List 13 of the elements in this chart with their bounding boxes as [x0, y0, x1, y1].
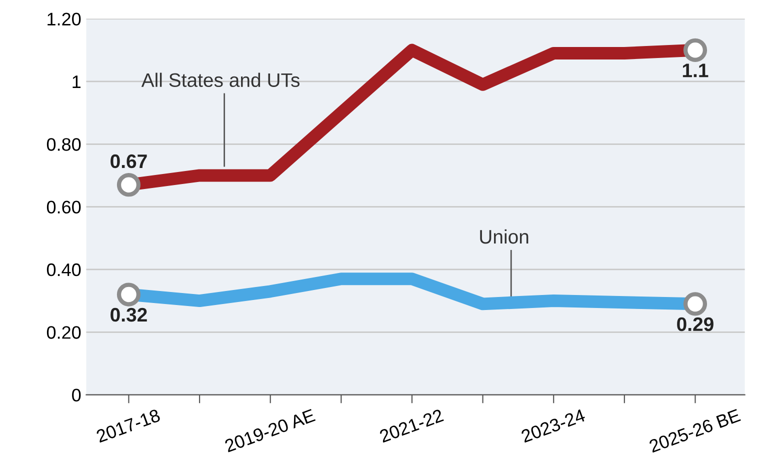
y-tick-label: 0.40 — [46, 263, 81, 276]
y-tick-label: 1 — [72, 76, 80, 88]
y-tick-label: 0.20 — [46, 326, 81, 339]
y-tick-label: 0.60 — [46, 200, 81, 214]
data-label: 0.29 — [677, 317, 714, 332]
text: All States and UTs — [141, 72, 300, 88]
data-label: 0.67 — [110, 154, 147, 168]
y-tick-label: 0.80 — [46, 138, 81, 151]
data-label: 1.1 — [682, 64, 708, 78]
y-tick-label: 0 — [72, 388, 81, 402]
data-label: 0.32 — [110, 308, 147, 322]
text: Union — [480, 229, 528, 244]
y-tick-label: 1.20 — [48, 12, 81, 26]
